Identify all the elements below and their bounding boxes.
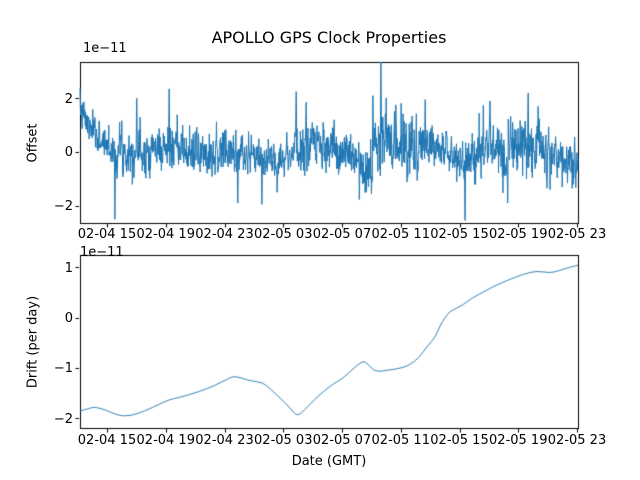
bottom-x-tick-label: 02-05 07 — [312, 433, 372, 448]
bottom-y-tick-label: 1 — [64, 261, 73, 276]
top-y-axis-label: Offset — [25, 123, 41, 163]
bottom-x-tick-label: 02-04 23 — [195, 433, 254, 448]
bottom-y-tick-label: −2 — [53, 412, 73, 427]
bottom-x-tick-label: 02-05 03 — [254, 433, 313, 448]
bottom-x-tick-label: 02-05 23 — [547, 433, 607, 448]
top-x-tick-label: 02-04 15 — [77, 227, 137, 242]
top-x-tick-label: 02-04 19 — [136, 227, 195, 242]
top-axis-scale-offset-text: 1e−11 — [83, 41, 127, 56]
top-x-tick-label: 02-05 07 — [312, 227, 372, 242]
bottom-x-tick-label: 02-05 19 — [489, 433, 548, 448]
top-x-tick-label: 02-05 03 — [254, 227, 313, 242]
bottom-axis-scale-offset-text: 1e−11 — [80, 245, 124, 260]
top-x-tick-label: 02-05 11 — [371, 227, 430, 242]
bottom-x-tick-label: 02-05 11 — [371, 433, 430, 448]
bottom-x-tick-label: 02-04 15 — [77, 433, 137, 448]
top-y-tick-label: −2 — [53, 199, 73, 214]
top-x-tick-label: 02-05 19 — [489, 227, 548, 242]
top-y-tick-label: 0 — [64, 145, 73, 160]
bottom-y-tick-label: −1 — [53, 361, 73, 376]
bottom-x-tick-label: 02-05 15 — [430, 433, 489, 448]
bottom-x-tick-label: 02-04 19 — [136, 433, 195, 448]
top-x-tick-label: 02-05 15 — [430, 227, 489, 242]
bottom-y-axis-label: Drift (per day) — [25, 295, 41, 389]
bottom-y-tick-label: 0 — [64, 311, 73, 326]
x-axis-label: Date (GMT) — [291, 454, 367, 469]
top-x-tick-label: 02-05 23 — [547, 227, 607, 242]
chart-title: APOLLO GPS Clock Properties — [211, 28, 447, 47]
top-x-tick-label: 02-04 23 — [195, 227, 254, 242]
top-y-tick-label: 2 — [64, 92, 73, 107]
